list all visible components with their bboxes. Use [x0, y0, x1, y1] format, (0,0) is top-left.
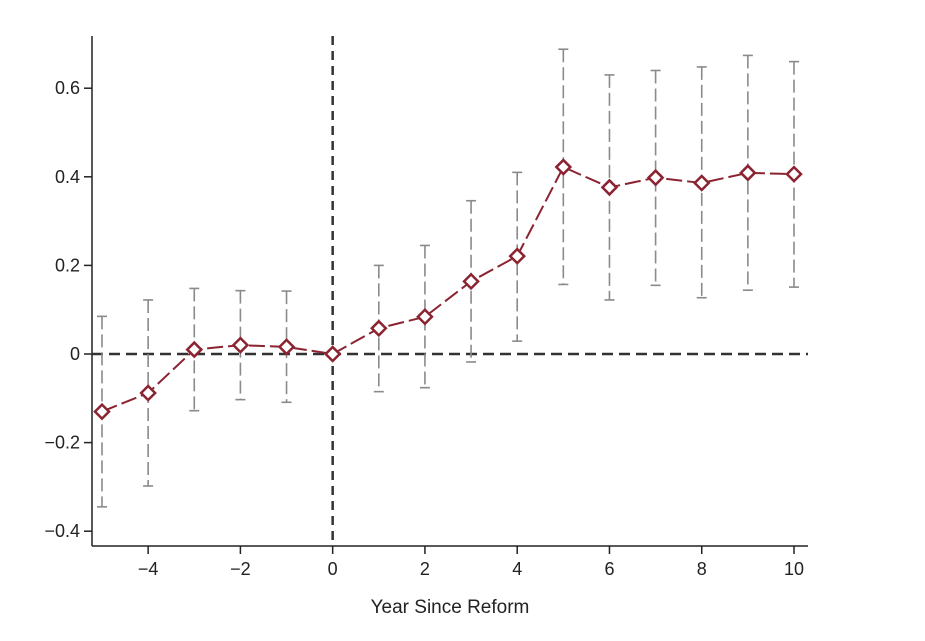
x-tick-label: 6 — [604, 559, 614, 579]
estimate-marker — [462, 272, 480, 291]
x-axis-title: Year Since Reform — [371, 597, 530, 618]
y-tick-label: 0.4 — [55, 167, 80, 187]
estimate-marker — [231, 336, 250, 354]
estimate-marker — [93, 402, 111, 421]
x-tick-label: 2 — [420, 559, 430, 579]
estimate-marker — [646, 168, 665, 187]
y-axis-ticks: −0.4 −0.2 0 0.2 0.4 0.6 — [44, 78, 92, 541]
x-tick-label: 0 — [328, 559, 338, 579]
y-tick-label: 0.2 — [55, 255, 80, 275]
estimate-marker — [323, 345, 342, 363]
x-tick-label: 4 — [512, 559, 522, 579]
confidence-intervals — [97, 48, 799, 508]
x-tick-label: 10 — [784, 559, 804, 579]
estimate-marker — [554, 158, 573, 176]
y-tick-label: −0.2 — [44, 433, 80, 453]
y-tick-label: 0.6 — [55, 78, 80, 98]
x-tick-label: 8 — [697, 559, 707, 579]
estimate-marker — [508, 247, 526, 265]
series-markers — [93, 158, 803, 421]
estimate-marker — [785, 165, 803, 183]
x-tick-label: −4 — [138, 559, 159, 579]
series-line — [101, 165, 795, 413]
y-tick-label: 0 — [70, 344, 80, 364]
estimate-marker — [416, 308, 434, 326]
reference-lines — [92, 36, 808, 546]
estimate-marker — [139, 384, 157, 402]
y-tick-label: −0.4 — [44, 521, 80, 541]
estimate-marker — [600, 178, 619, 197]
estimate-marker — [277, 338, 296, 356]
estimate-marker — [185, 340, 204, 359]
plot-area: −0.4 −0.2 0 0.2 0.4 0.6 −4 −2 0 2 4 6 8 10 — [44, 36, 808, 579]
estimate-marker — [692, 174, 711, 192]
x-axis-ticks: −4 −2 0 2 4 6 8 10 — [138, 546, 804, 579]
estimate-marker — [370, 319, 388, 338]
estimate-marker — [739, 164, 757, 182]
x-tick-label: −2 — [230, 559, 251, 579]
estimate-line — [101, 165, 795, 413]
